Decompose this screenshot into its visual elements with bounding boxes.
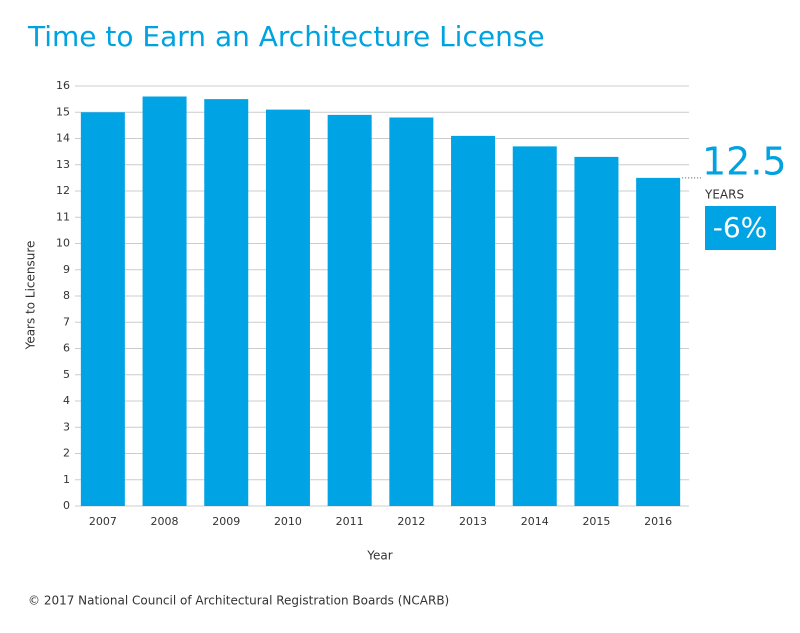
bar: [512, 146, 557, 506]
x-tick-label: 2008: [151, 515, 179, 528]
y-tick-label: 7: [63, 315, 70, 328]
x-tick-label: 2011: [336, 515, 364, 528]
bar: [265, 109, 310, 506]
x-tick-label: 2007: [89, 515, 117, 528]
annotation-change: -6%: [713, 211, 768, 244]
bar: [636, 177, 681, 506]
x-tick-label: 2014: [521, 515, 549, 528]
annotation-box: [705, 206, 776, 250]
y-tick-label: 5: [63, 368, 70, 381]
y-tick-label: 2: [63, 447, 70, 460]
y-axis-label: Years to Licensure: [24, 241, 38, 351]
y-tick-label: 0: [63, 499, 70, 512]
y-tick-label: 12: [56, 184, 70, 197]
y-tick-label: 13: [56, 158, 70, 171]
x-tick-label: 2015: [582, 515, 610, 528]
y-tick-label: 10: [56, 237, 70, 250]
x-tick-label: 2013: [459, 515, 487, 528]
footer: © 2017 National Council of Architectural…: [28, 594, 449, 608]
bar: [204, 99, 249, 506]
bar: [574, 156, 619, 506]
bar: [451, 135, 496, 506]
annotation-unit: YEARS: [704, 188, 744, 202]
y-tick-label: 1: [63, 473, 70, 486]
annotation-value: 12.5: [702, 140, 787, 184]
y-tick-label: 3: [63, 420, 70, 433]
y-tick-label: 15: [56, 105, 70, 118]
bar: [389, 117, 434, 506]
y-tick-label: 9: [63, 263, 70, 276]
y-tick-label: 14: [56, 132, 70, 145]
y-tick-label: 16: [56, 79, 70, 92]
x-tick-label: 2016: [644, 515, 672, 528]
x-tick-label: 2010: [274, 515, 302, 528]
chart-title: Time to Earn an Architecture License: [27, 20, 545, 53]
bar: [327, 114, 372, 506]
y-tick-label: 11: [56, 210, 70, 223]
x-axis-label: Year: [366, 549, 392, 563]
y-tick-label: 4: [63, 394, 70, 407]
y-tick-label: 8: [63, 289, 70, 302]
y-tick-label: 6: [63, 342, 70, 355]
x-tick-label: 2012: [397, 515, 425, 528]
bar: [142, 96, 187, 506]
x-tick-label: 2009: [212, 515, 240, 528]
bar: [80, 112, 125, 506]
